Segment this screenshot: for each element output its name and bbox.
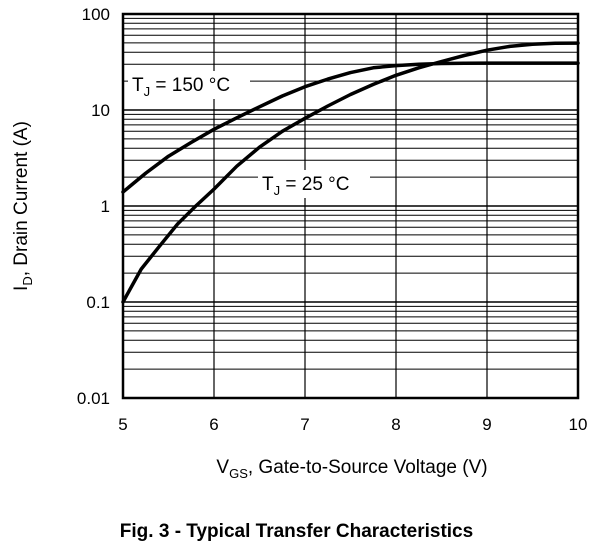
x-axis-label-sub: GS [229,466,248,481]
series-labels: TJ = 150 °CTJ = 25 °C [128,71,370,198]
x-tick-label: 10 [569,415,588,434]
plot-grid [123,14,578,398]
plot-frame [121,12,580,400]
series-label: TJ = 150 °C [132,75,230,99]
y-tick-label: 0.01 [77,389,110,408]
y-axis-label-rest: , Drain Current (A) [11,121,32,276]
series-layer [121,41,580,304]
series-label-main: T [132,75,144,96]
y-tick-label: 0.1 [86,293,110,312]
y-axis-label: ID, Drain Current (A) [11,121,35,291]
figure-caption: Fig. 3 - Typical Transfer Characteristic… [119,521,474,542]
series-label-background [258,170,370,198]
x-tick-label: 6 [209,415,218,434]
y-axis-label-main: I [11,286,32,291]
tick-labels: 5 6 7 8 9 10 0.01 0.1 1 10 100 [77,5,588,434]
x-tick-label: 8 [391,415,400,434]
series-label-main: T [262,174,274,195]
y-axis-label-sub: D [20,276,35,285]
x-tick-label: 5 [118,415,127,434]
series-label-sub: J [274,183,281,198]
y-tick-label: 10 [91,101,110,120]
series-label-rest: = 150 °C [150,75,230,96]
x-tick-label: 9 [482,415,491,434]
series-line-tj-25c [121,41,580,304]
x-axis-label-main: V [216,457,229,478]
x-axis-label-rest: , Gate-to-Source Voltage (V) [248,457,488,478]
x-axis-label: VGS, Gate-to-Source Voltage (V) [216,457,487,481]
series-line-tj-150c [121,61,580,194]
y-tick-label: 1 [101,197,110,216]
series-label: TJ = 25 °C [262,174,350,198]
y-tick-label: 100 [82,5,110,24]
x-tick-label: 7 [300,415,309,434]
series-label-background [128,71,250,99]
series-label-rest: = 25 °C [280,174,349,195]
series-label-sub: J [144,84,151,99]
